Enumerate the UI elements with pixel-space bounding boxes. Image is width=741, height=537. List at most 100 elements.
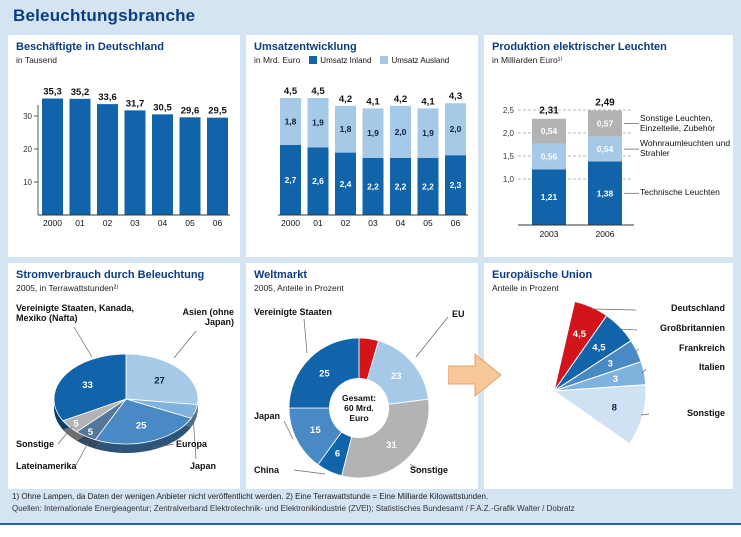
x-label: 02 [103,218,113,228]
chart-subtitle-beschaeftigte: in Tausend [16,55,57,65]
segment-value: 2,0 [450,124,462,134]
x-label: 04 [396,218,406,228]
label-eu: EU [452,309,465,319]
stromverbrauch-pie-chart: 27 25 55 33 [53,326,199,466]
bar-value: 29,5 [208,106,227,117]
x-label: 05 [185,218,195,228]
bar-value: 35,3 [43,87,62,98]
segment-value: 2,2 [395,181,407,191]
bar-value: 33,6 [98,92,117,103]
slice-value: 31 [386,440,397,451]
label-sonstige-eu: Sonstige [686,408,725,418]
donut-center-text: Euro [349,413,368,423]
label-nafta: Vereinigte Staaten, Kanada, Mexiko (Naft… [16,303,135,324]
segment-value: 2,4 [340,179,352,189]
total-value: 4,5 [311,86,325,97]
stack-segment [445,155,466,215]
bar-06 [207,117,228,215]
connector-line [73,326,93,358]
x-label: 2000 [43,218,62,228]
stack-segment [417,157,439,215]
label-frankreich: Frankreich [678,343,725,353]
legend-umsatz-inland: Umsatz Inland [309,56,371,65]
x-label: 02 [341,218,351,228]
segment-value: 0,57 [597,119,614,129]
bar-05 [179,117,201,215]
chart-subtitle-umsatz: in Mrd. Euro [254,55,301,65]
stack-segment [532,118,566,144]
x-label: 01 [313,218,323,228]
total-value: 2,49 [595,97,615,108]
segment-value: 2,2 [422,181,434,191]
label-technische-leuchten: Technische Leuchten [640,187,720,197]
label-japan-welt: Japan [254,411,281,421]
bar-01 [69,98,91,215]
slice-value: 25 [136,420,147,431]
legend-swatch-ausland-icon [380,56,389,64]
legend-label-inland: Umsatz Inland [320,55,372,65]
segment-value: 2,3 [450,180,462,190]
panel-weltmarkt: Weltmarkt 2005, Anteile in Prozent 23 31 6… [246,263,478,489]
x-label: 06 [213,218,223,228]
x-label: 01 [75,218,85,228]
slice-value: 5 [88,427,94,438]
chart-subtitle-weltmarkt: 2005, Anteile in Prozent [254,283,344,293]
label-sonstige-leuchten: Sonstige Leuchten, Einzelteile, Zubehör [640,113,716,133]
x-label: 2006 [596,229,615,239]
label-deutschland: Deutschland [670,303,725,313]
segment-value: 0,54 [597,144,614,154]
connector-line [640,413,650,416]
x-label: 05 [423,218,433,228]
segment-value: 2,2 [367,181,379,191]
chart-title-stromverbrauch: Stromverbrauch durch Beleuchtung [16,269,205,281]
chart-subtitle-eu: Anteile in Prozent [492,283,559,293]
stack-segment [335,105,356,153]
slice-value: 5 [73,418,79,429]
total-value: 4,1 [421,96,435,107]
pie-slice [53,353,127,422]
bar-04 [152,114,173,215]
stack-segment [532,143,566,170]
fan-slice [552,384,647,445]
connector-line [293,469,326,475]
segment-value: 1,8 [340,124,352,134]
connector-line [283,420,294,440]
beschaeftigte-bar-chart: 10 20 30 35,3 2000 35,2 01 33,6 02 31,7 03 30,5 04 29… [23,87,230,228]
label-sonstige-strom: Sonstige [16,439,55,449]
bar-03 [124,110,146,215]
x-label: 03 [130,218,140,228]
connector-line [641,368,647,374]
label-wohnraumleuchten: Wohnraumleuchten und Strahler [640,138,731,158]
chart-title-produktion: Produktion elektrischer Leuchten [492,41,667,53]
y-tick-label: 1,5 [503,152,515,161]
connector-line [192,414,197,460]
connector-line [618,328,638,331]
stack-segment [362,157,384,215]
y-tick-label: 20 [23,145,32,154]
chart-title-weltmarkt: Weltmarkt [254,269,307,281]
stack-segment [280,98,301,145]
slice-value: 15 [310,425,321,436]
bar-02 [97,104,118,215]
connector-line [173,330,197,359]
chart-title-eu: Europäische Union [492,269,593,281]
y-tick-label: 10 [23,178,32,187]
bar-value: 35,2 [71,87,90,98]
stack-segment [588,110,622,137]
pie-slice [94,398,192,445]
bar-value: 31,7 [126,98,145,109]
segment-value: 1,9 [312,118,324,128]
label-lateinamerika: Lateinamerika [16,461,77,471]
label-europa: Europa [176,439,208,449]
connector-line [75,442,89,466]
label-japan-strom: Japan [190,461,217,471]
panel-umsatz: Umsatzentwicklung in Mrd. Euro Umsatz In… [246,35,478,257]
panel-stromverbrauch: Stromverbrauch durch Beleuchtung 2005, i… [8,263,240,489]
connector-line [415,316,449,358]
slice-value: 23 [391,371,402,382]
slice-value: 3 [608,359,613,370]
stack-segment [588,136,622,162]
donut-hole [329,378,389,438]
